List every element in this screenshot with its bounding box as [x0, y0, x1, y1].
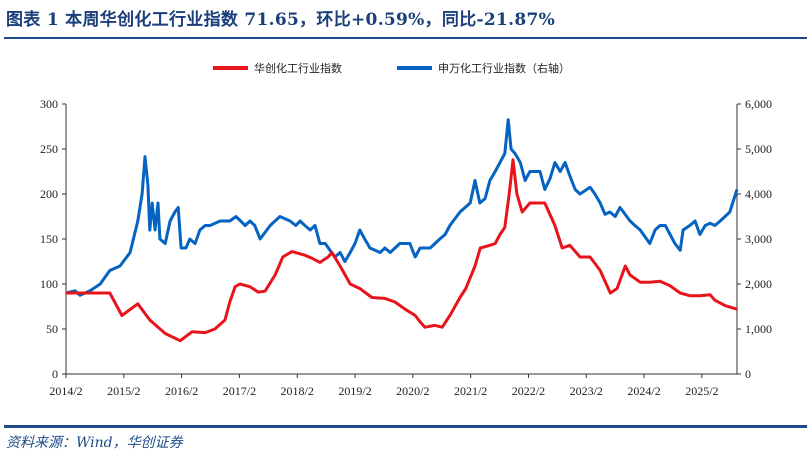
x-tick-label: 2023/2 — [570, 384, 603, 398]
right-y-tick-label: 2,000 — [745, 277, 772, 291]
x-tick-label: 2025/2 — [685, 384, 718, 398]
right-y-tick-label: 3,000 — [745, 232, 772, 246]
x-tick-label: 2020/2 — [396, 384, 429, 398]
left-y-tick-label: 0 — [52, 367, 58, 381]
source-note: 资料来源：Wind，华创证券 — [6, 435, 183, 451]
chart-title: 图表 1 本周华创化工行业指数 71.65，环比+0.59%，同比-21.87% — [6, 10, 556, 30]
legend: 华创化工行业指数 申万化工行业指数（右轴） — [213, 61, 570, 75]
right-y-tick-label: 0 — [745, 367, 751, 381]
left-y-tick-label: 150 — [40, 232, 58, 246]
right-y-tick-label: 6,000 — [745, 97, 772, 111]
title-divider — [4, 37, 807, 39]
x-tick-label: 2021/2 — [454, 384, 487, 398]
x-tick-label: 2014/2 — [49, 384, 82, 398]
left-y-tick-label: 200 — [40, 187, 58, 201]
source-divider — [4, 425, 807, 428]
x-tick-label: 2018/2 — [281, 384, 314, 398]
x-tick-label: 2024/2 — [627, 384, 660, 398]
right-y-tick-label: 5,000 — [745, 142, 772, 156]
legend-label-shenwan: 申万化工行业指数（右轴） — [438, 61, 570, 75]
right-y-tick-label: 1,000 — [745, 322, 772, 336]
x-tick-label: 2019/2 — [338, 384, 371, 398]
left-y-tick-label: 250 — [40, 142, 58, 156]
right-y-tick-label: 4,000 — [745, 187, 772, 201]
legend-label-huachuang: 华创化工行业指数 — [254, 61, 342, 75]
x-tick-label: 2022/2 — [512, 384, 545, 398]
series-line-shenwan — [65, 118, 739, 297]
left-y-tick-label: 50 — [46, 322, 58, 336]
x-tick-label: 2015/2 — [107, 384, 140, 398]
series-line-huachuang — [66, 158, 738, 343]
line-chart: 华创化工行业指数 申万化工行业指数（右轴） 0 0 50 1,000 100 2,000 1… — [40, 61, 772, 398]
left-y-tick-label: 300 — [40, 97, 58, 111]
x-tick-label: 2016/2 — [165, 384, 198, 398]
left-y-tick-label: 100 — [40, 277, 58, 291]
x-tick-label: 2017/2 — [223, 384, 256, 398]
